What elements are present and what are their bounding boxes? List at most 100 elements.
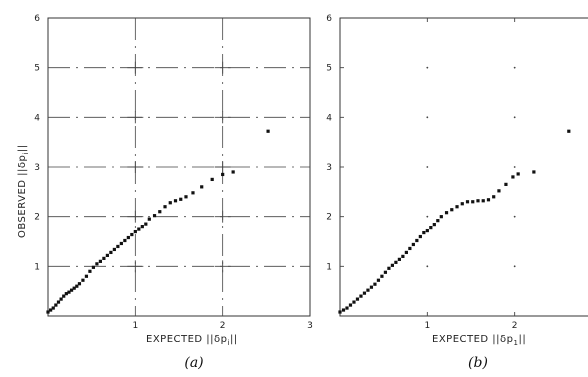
data-point [397,257,401,261]
data-point [140,225,144,229]
data-point [486,198,491,202]
data-point [369,285,374,289]
panel-b-frame [339,17,588,317]
data-point [88,269,92,273]
y-tick-label: 4 [326,113,332,123]
data-point [152,214,157,218]
data-point [366,288,370,292]
data-point [411,242,415,247]
data-point [444,211,449,215]
panel-a: 1 2 3 1 2 3 4 5 6 EXPECTED ||δpi|| OBSERVED ||δ… [17,14,313,371]
y-tick-label: 5 [326,64,332,74]
x-tick-label: 2 [512,321,518,331]
data-point [418,234,422,239]
data-point [67,290,71,294]
data-point [54,303,58,307]
panel-a-y-ticks: 1 2 3 4 5 6 [34,14,40,272]
grid-dot [513,265,516,268]
data-point [64,292,68,296]
data-point [126,235,130,240]
panel-b-points [338,129,571,314]
y-tick-label: 3 [34,163,40,173]
data-point [516,172,520,176]
panel-b-y-ticks: 1 2 3 4 5 6 [326,14,332,272]
data-point [436,219,440,223]
data-point [184,195,188,199]
data-point [200,185,204,189]
data-point [144,222,148,226]
grid-dot [513,66,516,69]
panel-a-y-axis-label: OBSERVED ||δpi|| [17,144,30,238]
panel-a-x-ticks: 1 2 3 [132,321,312,331]
data-point [59,297,63,301]
data-point [147,217,151,221]
data-point [455,205,459,209]
data-point [338,310,342,314]
grid-dot [513,116,516,119]
data-point [123,238,127,243]
data-point [75,284,79,288]
x-tick-label: 1 [132,321,138,331]
data-point [133,229,137,234]
x-tick-label: 3 [307,321,313,331]
y-tick-label: 6 [34,14,40,24]
data-point [102,256,106,260]
data-point [210,177,214,182]
data-point [49,308,53,312]
data-point [497,189,501,193]
data-point [109,250,113,255]
data-point [137,227,141,231]
y-tick-label: 2 [34,213,40,223]
data-point [373,282,377,286]
data-point [355,297,360,301]
data-point [362,291,367,295]
data-point [158,210,162,214]
data-point [168,201,172,205]
data-point [179,197,183,201]
data-point [476,199,480,203]
y-tick-label: 1 [34,262,40,272]
data-point [56,300,61,304]
data-point [191,191,195,195]
data-point [567,129,571,133]
grid-dot [513,166,516,168]
data-point [95,262,99,266]
data-point [359,294,363,298]
y-tick-label: 1 [326,262,332,272]
data-point [231,170,235,174]
y-tick-label: 3 [326,163,332,173]
x-tick-label: 2 [220,321,226,331]
data-point [422,230,426,235]
panel-a-x-axis-label: EXPECTED ||δpi|| [146,334,238,347]
data-point [401,254,405,258]
data-point [492,195,496,199]
data-point [471,200,475,204]
data-point [383,270,388,274]
y-tick-label: 4 [34,113,40,123]
data-point [481,199,485,203]
data-point [415,238,419,243]
data-point [408,246,412,251]
grid-dot [513,215,516,218]
data-point [380,274,384,278]
data-point [387,266,391,270]
panel-b-label: (b) [468,355,488,371]
grid-dot [426,215,429,218]
grid-dot [426,166,429,168]
data-point [62,294,66,298]
panel-a-grid [48,18,310,316]
data-point [404,250,408,255]
data-point [390,263,394,267]
data-point [112,247,116,252]
data-point [376,278,381,282]
grid-dot [426,66,429,69]
data-point [341,308,346,312]
data-point [221,172,225,177]
data-point [465,200,470,204]
data-point [84,274,89,278]
data-point [72,286,76,290]
data-point [69,288,74,292]
